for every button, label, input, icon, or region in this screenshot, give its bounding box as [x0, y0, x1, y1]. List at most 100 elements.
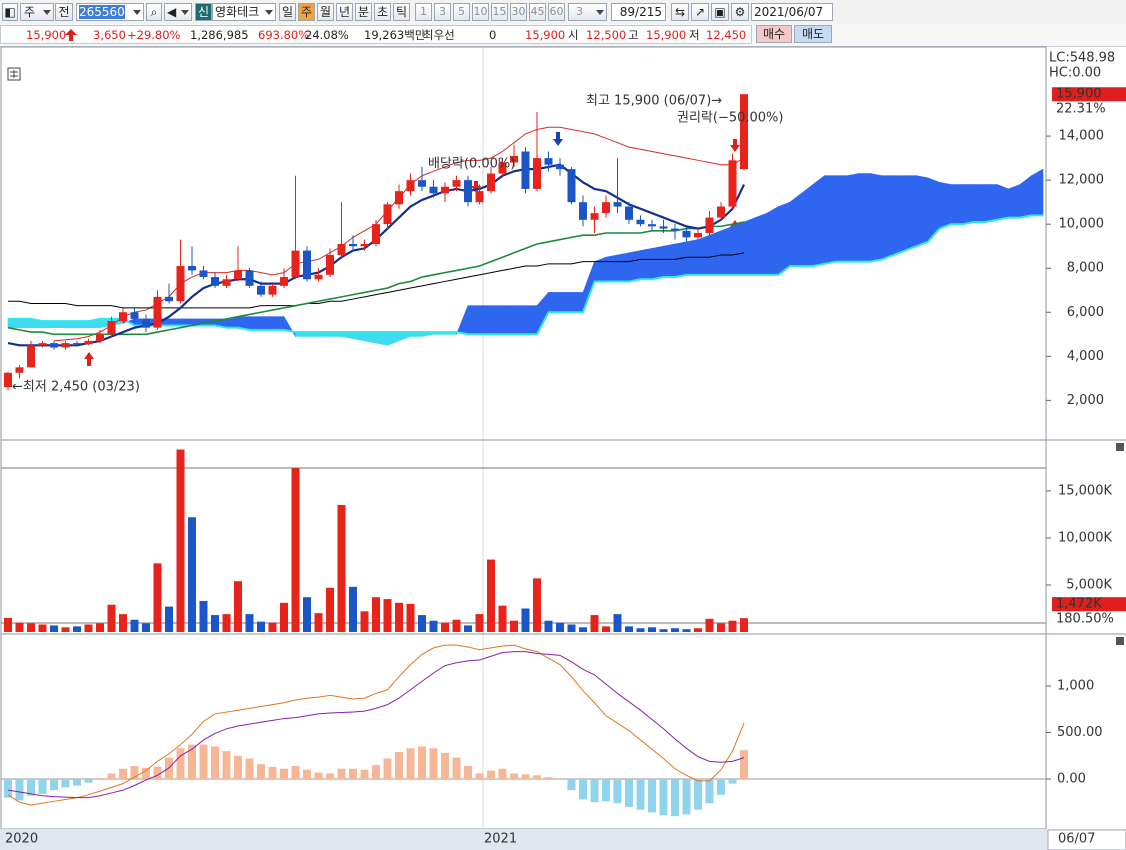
- volume-bar: [406, 603, 415, 632]
- up-arrow: [65, 29, 77, 41]
- close-icon[interactable]: [1116, 637, 1124, 645]
- candle-body: [705, 217, 714, 233]
- buy-button[interactable]: 매수: [756, 25, 792, 43]
- cloud-segment: [7, 318, 20, 328]
- histogram-bar: [418, 746, 426, 780]
- cloud-segment: [743, 217, 756, 276]
- cloud-segment: [881, 175, 894, 260]
- cloud-segment: [1031, 168, 1044, 216]
- candle-body: [682, 230, 691, 238]
- volume-bar: [199, 600, 208, 632]
- volume-bar: [636, 628, 645, 632]
- candle-body: [73, 343, 81, 345]
- cloud-segment: [778, 201, 791, 276]
- candle-body: [510, 155, 518, 163]
- market-select[interactable]: 주: [20, 3, 54, 21]
- candle-body: [556, 164, 564, 170]
- volume-bar: [188, 517, 196, 632]
- cloud-segment: [755, 212, 768, 276]
- save-button[interactable]: ▣: [711, 3, 729, 21]
- settings-button[interactable]: ⚙: [731, 3, 749, 21]
- histogram-bar: [533, 775, 541, 780]
- interval-button[interactable]: 3: [434, 3, 451, 21]
- interval-button[interactable]: 60: [548, 3, 565, 21]
- candle-body: [119, 312, 127, 322]
- histogram-bar: [452, 757, 461, 780]
- cloud-segment: [19, 318, 32, 328]
- cloud-segment: [824, 175, 837, 265]
- volume-bar: [280, 602, 288, 632]
- y-tick-label: 6,000: [1067, 305, 1104, 320]
- layout-button[interactable]: ◧: [2, 3, 18, 21]
- histogram-bar: [303, 769, 311, 780]
- period-button[interactable]: 일: [279, 3, 296, 21]
- cloud-segment: [858, 173, 871, 262]
- search-button[interactable]: ⌕: [146, 3, 162, 21]
- candle-body: [142, 318, 150, 328]
- interval-button[interactable]: 45: [529, 3, 546, 21]
- open-label: 시: [568, 28, 579, 42]
- toolbar: ◧ 주 전 265560 ⌕ ◀ 신 영화테크 일 주 월 년 분 초 틱 1 …: [0, 0, 1126, 24]
- candle-body: [636, 219, 645, 225]
- interval-button[interactable]: 1: [415, 3, 432, 21]
- period-button[interactable]: 분: [355, 3, 372, 21]
- volume-bar: [153, 563, 162, 632]
- period-button[interactable]: 틱: [393, 3, 410, 21]
- volume-bar: [648, 627, 656, 632]
- histogram-bar: [510, 773, 518, 780]
- scope-button[interactable]: 전: [55, 3, 73, 21]
- histogram-bar: [280, 768, 288, 780]
- candle-body: [464, 180, 472, 203]
- period-button[interactable]: 월: [317, 3, 334, 21]
- count-select[interactable]: 3: [568, 3, 607, 21]
- volume-bar: [107, 604, 116, 632]
- cloud-edge: [8, 214, 1043, 336]
- cloud-segment: [985, 184, 998, 223]
- histogram-bar: [142, 767, 150, 780]
- volume-bar: [441, 622, 449, 632]
- volume-bar: [61, 627, 70, 632]
- candle-body: [326, 255, 334, 275]
- date-input[interactable]: 2021/06/07: [751, 3, 833, 21]
- histogram-bar: [199, 744, 208, 780]
- tool-button[interactable]: ↗: [691, 3, 709, 21]
- candle-body: [452, 180, 461, 187]
- histogram-bar: [245, 758, 254, 780]
- volume-bar: [625, 626, 633, 632]
- sound-button[interactable]: ◀: [164, 3, 192, 21]
- interval-button[interactable]: 15: [491, 3, 508, 21]
- volume-bar: [50, 625, 58, 632]
- high: 15,900: [646, 28, 687, 42]
- volume-bar: [27, 623, 35, 632]
- cloud-segment: [525, 305, 538, 335]
- volume-bar: [682, 629, 691, 632]
- candle-body: [625, 206, 633, 220]
- tool-button[interactable]: ⇆: [671, 3, 689, 21]
- sell-button[interactable]: 매도: [794, 25, 832, 43]
- volume-bar: [429, 620, 438, 632]
- cloud-segment: [893, 175, 906, 256]
- cloud-segment: [513, 305, 526, 335]
- histogram-bar: [625, 779, 633, 807]
- volume-bar: [464, 625, 472, 632]
- interval-button[interactable]: 10: [472, 3, 489, 21]
- period-button[interactable]: 주: [298, 3, 315, 21]
- histogram-bar: [648, 779, 656, 813]
- histogram-bar: [268, 766, 277, 780]
- y-tick-label: 2,000: [1067, 393, 1104, 408]
- interval-button[interactable]: 30: [510, 3, 527, 21]
- candle-body: [717, 206, 725, 218]
- candle-body: [498, 162, 507, 174]
- cloud-segment: [640, 248, 653, 280]
- cloud-segment: [697, 234, 710, 276]
- interval-button[interactable]: 5: [453, 3, 470, 21]
- candle-body: [130, 312, 139, 319]
- stock-name[interactable]: 영화테크: [212, 3, 276, 21]
- period-button[interactable]: 초: [374, 3, 391, 21]
- code-input[interactable]: 265560: [76, 3, 144, 21]
- candle-body: [268, 285, 277, 295]
- close-icon[interactable]: [1116, 443, 1124, 451]
- cloud-segment: [720, 225, 733, 276]
- candle-body: [4, 372, 12, 388]
- period-button[interactable]: 년: [336, 3, 353, 21]
